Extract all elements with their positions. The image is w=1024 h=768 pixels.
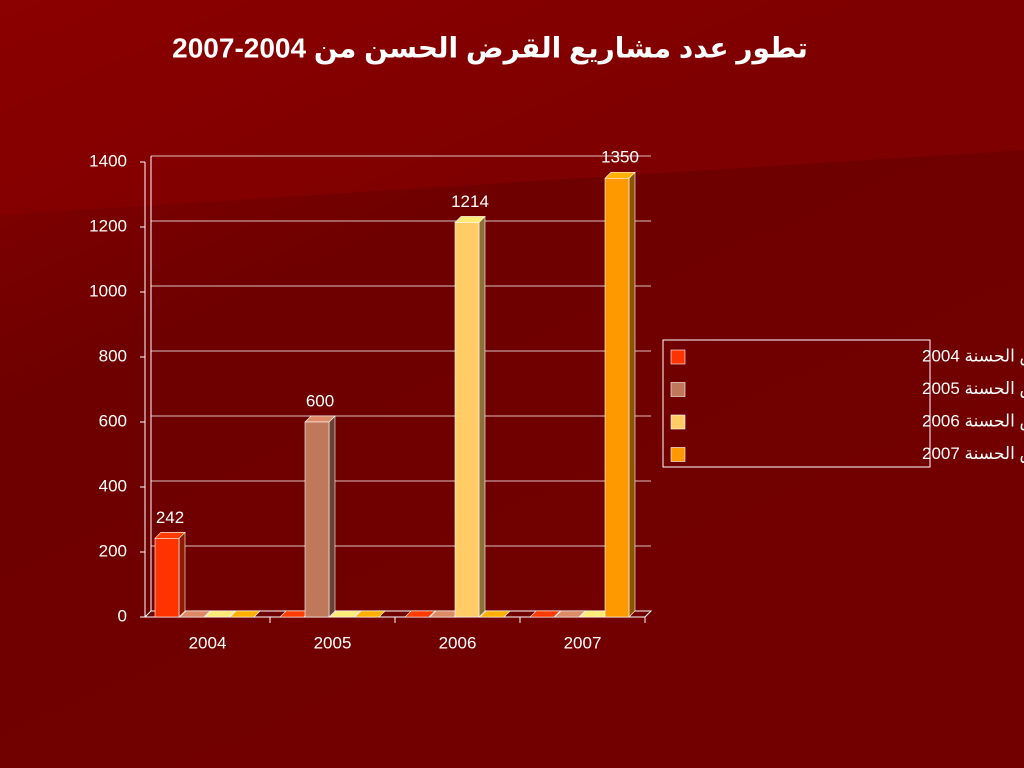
data-label: 600: [306, 391, 334, 410]
legend-swatch: [670, 414, 686, 430]
legend-label: عدد القروض الحسنة 2005: [922, 379, 1024, 398]
x-tick-label: 2006: [439, 633, 477, 652]
y-tick-label: 1400: [89, 151, 127, 170]
legend-box: [662, 339, 931, 468]
bar-side: [628, 171, 636, 618]
bar-top: [354, 610, 386, 618]
x-tick-label: 2005: [314, 633, 352, 652]
bar-side: [478, 215, 486, 618]
x-tick-label: 2004: [189, 633, 227, 652]
data-label: 1350: [601, 148, 639, 167]
legend-swatch: [670, 447, 686, 462]
bar: [454, 222, 480, 618]
y-tick-label: 1200: [89, 216, 127, 235]
y-tick-label: 0: [118, 606, 127, 625]
y-tick-label: 600: [99, 411, 127, 430]
data-label: 1214: [451, 192, 489, 211]
y-tick-label: 200: [99, 541, 127, 560]
legend-swatch: [670, 349, 686, 365]
x-tick-label: 2007: [564, 633, 602, 652]
bar-top: [179, 610, 211, 618]
y-tick-label: 1000: [89, 281, 127, 300]
legend-label: عدد القروض الحسنة 2007: [922, 444, 1024, 463]
legend-label: عدد القروض الحسنة 2004: [922, 346, 1024, 365]
bar-top: [554, 610, 586, 618]
chart-title: تطور عدد مشاريع القرض الحسن من 2004-2007: [172, 32, 808, 64]
bar-top: [404, 610, 436, 618]
y-tick-label: 400: [99, 476, 127, 495]
y-tick-label: 800: [99, 346, 127, 365]
bar-top: [204, 610, 236, 618]
bar-side: [178, 531, 186, 618]
legend-label: عدد القروض الحسنة 2006: [922, 411, 1024, 430]
bar-top: [529, 610, 561, 618]
bar: [604, 177, 630, 618]
data-label: 242: [156, 508, 184, 527]
bar: [304, 421, 330, 618]
bar-top: [479, 610, 511, 618]
bar-top: [329, 610, 361, 618]
legend-swatch: [670, 382, 686, 397]
bar-top: [229, 610, 261, 618]
bar-side: [328, 415, 336, 618]
background-band: [0, 0, 1024, 215]
bar: [154, 538, 180, 618]
